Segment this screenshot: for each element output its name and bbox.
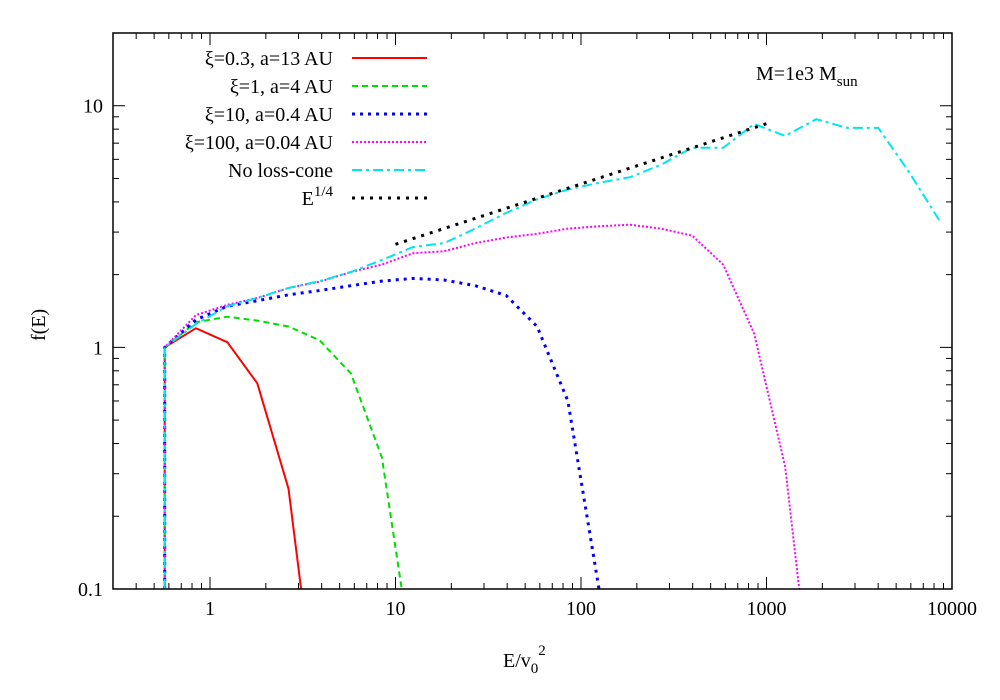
y-tick-label: 1: [93, 337, 103, 359]
x-tick-label: 100: [566, 598, 596, 620]
y-axis-label: f(E): [28, 309, 50, 341]
y-tick-labels: 0.1 1 10: [78, 96, 103, 601]
x-tick-label: 10: [385, 598, 405, 620]
legend: ξ=0.3, a=13 AU ξ=1, a=4 AU ξ=10, a=0.4 AU ξ…: [185, 48, 427, 210]
x-axis-label-sup: 2: [538, 643, 546, 659]
x-axis-label: E/v0 2: [503, 643, 546, 677]
series-line-1: [163, 315, 403, 590]
x-tick-label: 1000: [746, 598, 786, 620]
legend-label-1: ξ=1, a=4 AU: [230, 76, 334, 98]
series-line-0: [163, 327, 303, 590]
y-tick-label: 10: [83, 96, 103, 118]
legend-label-4: No loss-cone: [228, 160, 333, 182]
plot-frame: [112, 32, 953, 590]
y-tick-label: 0.1: [78, 579, 103, 601]
plot-lines: [163, 118, 942, 590]
series-line-2: [163, 276, 601, 590]
axis-ticks: [112, 32, 953, 590]
x-tick-label: 10000: [927, 598, 977, 620]
series-line-4: [163, 118, 942, 589]
mass-annotation-sub: sun: [837, 74, 858, 90]
mass-annotation: M=1e3 Msun: [756, 63, 858, 90]
legend-label-5: E1/4: [302, 184, 334, 210]
legend-label-3: ξ=100, a=0.04 AU: [185, 132, 334, 154]
x-tick-labels: 1 10 100 1000 10000: [205, 598, 977, 620]
legend-label-0: ξ=0.3, a=13 AU: [205, 48, 334, 70]
x-tick-label: 1: [205, 598, 215, 620]
legend-label-2: ξ=10, a=0.4 AU: [205, 104, 334, 126]
x-axis-label-main: E/v: [503, 650, 531, 672]
x-axis-label-sub: 0: [531, 661, 539, 677]
series-line-5: [395, 122, 767, 246]
series-line-3: [163, 223, 801, 590]
mass-annotation-main: M=1e3 M: [756, 63, 837, 85]
